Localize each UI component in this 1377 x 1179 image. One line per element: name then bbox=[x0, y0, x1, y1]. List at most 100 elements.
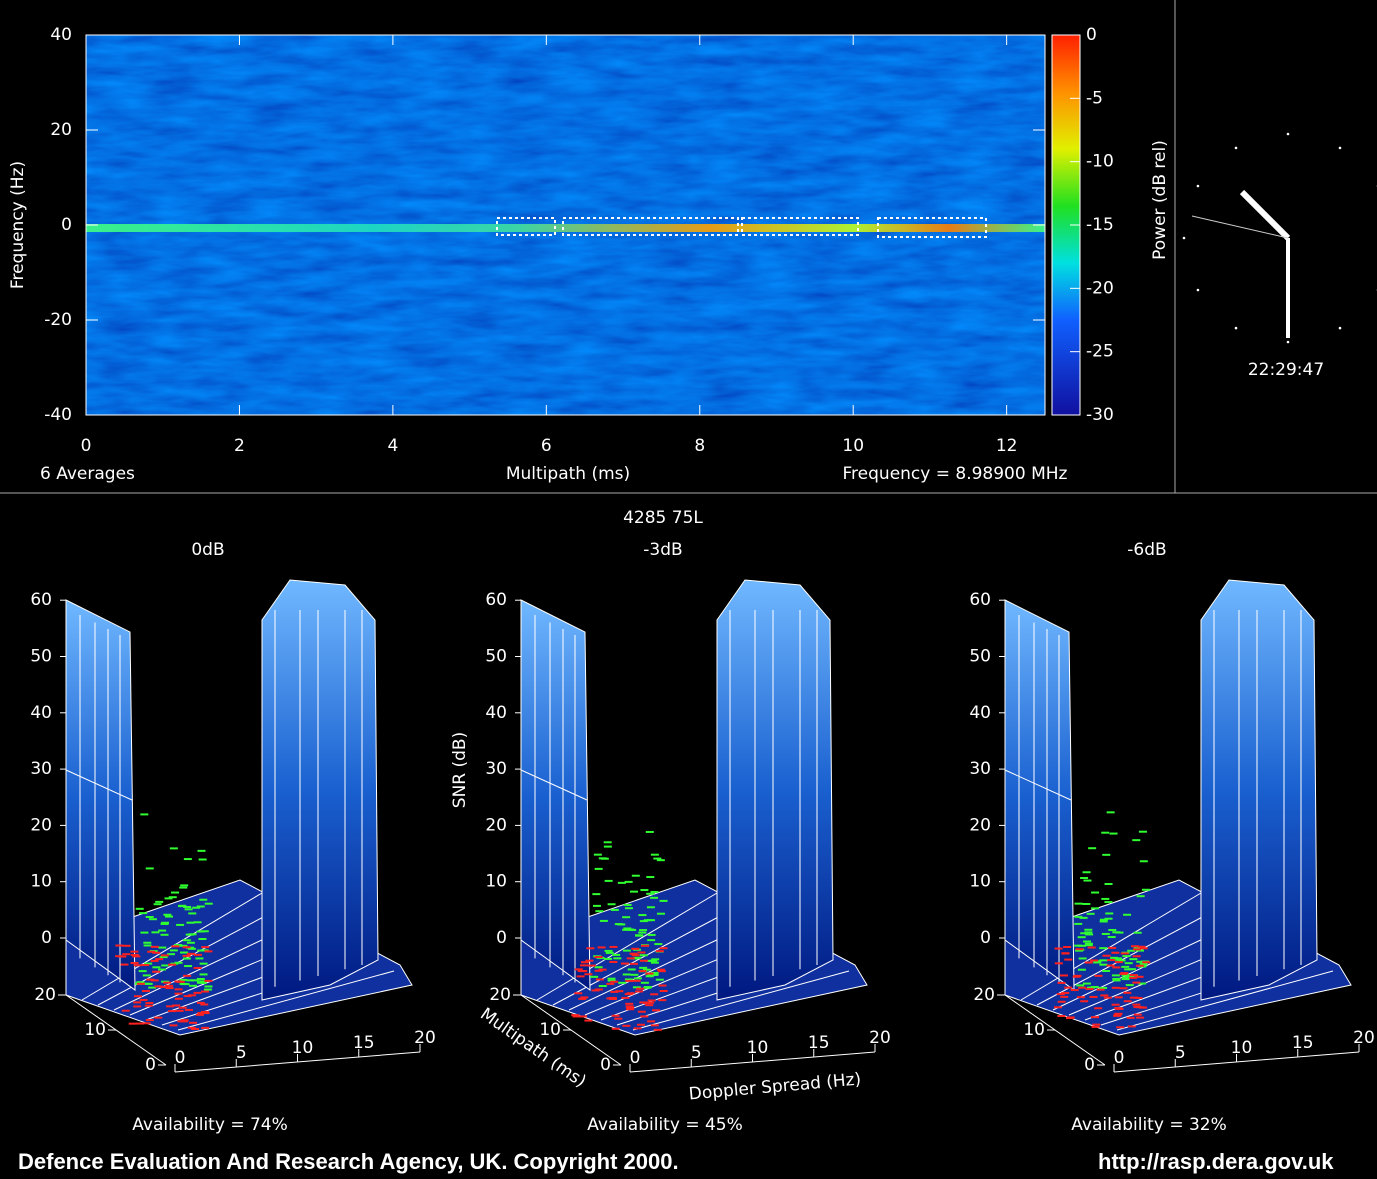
z-tick-label: 60 bbox=[485, 590, 507, 610]
clock-dot bbox=[1286, 340, 1290, 344]
detection-box bbox=[496, 217, 556, 236]
z-tick-label: 0 bbox=[496, 928, 507, 948]
x-tick-label: 4 bbox=[387, 436, 398, 456]
z-tick-label: 0 bbox=[980, 928, 991, 948]
colorbar-label: Power (dB rel) bbox=[1150, 140, 1170, 260]
second-hand bbox=[1191, 215, 1289, 239]
multipath-tick-label: 20 bbox=[973, 985, 995, 1005]
z-tick-label: 20 bbox=[30, 815, 52, 835]
right-tower bbox=[1200, 579, 1318, 1001]
clock-dot bbox=[1338, 146, 1342, 150]
z-tick-label: 0 bbox=[41, 928, 52, 948]
z-tick-label: 40 bbox=[969, 703, 991, 723]
surfaces-title: 4285 75L bbox=[623, 508, 703, 528]
detection-box bbox=[877, 217, 987, 238]
z-tick-label: 30 bbox=[30, 759, 52, 779]
z-tick-label: 20 bbox=[969, 815, 991, 835]
clock-dot bbox=[1286, 132, 1290, 136]
doppler-tick-label: 20 bbox=[1353, 1028, 1375, 1048]
z-tick-label: 40 bbox=[30, 703, 52, 723]
x-tick-label: 8 bbox=[694, 436, 705, 456]
panel-title: -3dB bbox=[643, 540, 682, 560]
y-axis-label: Frequency (Hz) bbox=[8, 161, 28, 289]
colorbar-tick-label: -30 bbox=[1086, 405, 1114, 425]
clock-dot bbox=[1338, 326, 1342, 330]
z-tick-label: 10 bbox=[485, 872, 507, 892]
multipath-tick-label: 20 bbox=[489, 985, 511, 1005]
mesh-line bbox=[177, 970, 395, 1031]
right-tower bbox=[716, 579, 834, 1001]
right-tower bbox=[261, 579, 379, 1001]
left-wall bbox=[520, 599, 591, 991]
clock-dot bbox=[1196, 184, 1200, 188]
multipath-tick-label: 0 bbox=[600, 1055, 611, 1075]
x-tick-label: 0 bbox=[81, 436, 92, 456]
doppler-tick-label: 20 bbox=[414, 1028, 436, 1048]
signal-line bbox=[86, 224, 1045, 232]
colorbar-tick-label: 0 bbox=[1086, 25, 1097, 45]
x-axis-label: Multipath (ms) bbox=[506, 464, 630, 484]
clock-dot bbox=[1196, 288, 1200, 292]
x-tick-label: 10 bbox=[842, 436, 864, 456]
clock-dot bbox=[1182, 236, 1186, 240]
z-tick-label: 60 bbox=[30, 590, 52, 610]
mesh-line bbox=[520, 769, 588, 801]
clock bbox=[1191, 189, 1291, 338]
panel-title: -6dB bbox=[1127, 540, 1166, 560]
y-tick-label: 40 bbox=[50, 25, 72, 45]
doppler-tick-label: 15 bbox=[353, 1033, 375, 1053]
z-tick-label: 10 bbox=[969, 872, 991, 892]
colorbar-tick-label: -15 bbox=[1086, 215, 1114, 235]
left-wall bbox=[65, 599, 136, 991]
colorbar-tick-label: -5 bbox=[1086, 88, 1103, 108]
doppler-tick-label: 0 bbox=[175, 1048, 186, 1068]
z-tick-label: 20 bbox=[485, 815, 507, 835]
footer-right: http://rasp.dera.gov.uk bbox=[1098, 1149, 1334, 1174]
doppler-tick-label: 20 bbox=[869, 1028, 891, 1048]
y-tick-label: -40 bbox=[44, 405, 72, 425]
x-tick-label: 6 bbox=[541, 436, 552, 456]
colorbar-tick-label: -10 bbox=[1086, 152, 1114, 172]
multipath-tick-label: 0 bbox=[1084, 1055, 1095, 1075]
y-tick-label: 0 bbox=[61, 215, 72, 235]
mesh-line bbox=[1020, 892, 1202, 1001]
z-tick-label: 50 bbox=[30, 647, 52, 667]
doppler-tick-label: 10 bbox=[747, 1038, 769, 1058]
availability: Availability = 32% bbox=[1071, 1115, 1227, 1135]
z-tick-label: 50 bbox=[485, 647, 507, 667]
availability: Availability = 74% bbox=[132, 1115, 288, 1135]
mesh-line bbox=[65, 769, 133, 801]
doppler-tick-label: 10 bbox=[292, 1038, 314, 1058]
x-tick-label: 12 bbox=[996, 436, 1018, 456]
doppler-tick-label: 10 bbox=[1231, 1038, 1253, 1058]
averages: 6 Averages bbox=[40, 464, 135, 484]
doppler-tick-label: 15 bbox=[1292, 1033, 1314, 1053]
doppler-tick-label: 0 bbox=[1114, 1048, 1125, 1068]
detections bbox=[496, 217, 987, 238]
doppler-tick-label: 15 bbox=[808, 1033, 830, 1053]
z-tick-label: 30 bbox=[969, 759, 991, 779]
mesh-line bbox=[632, 970, 850, 1031]
doppler-tick-label: 5 bbox=[236, 1043, 247, 1063]
multipath-tick-label: 20 bbox=[34, 985, 56, 1005]
left-wall bbox=[1004, 599, 1075, 991]
mesh-line bbox=[536, 892, 718, 1001]
frequency: Frequency = 8.98900 MHz bbox=[843, 464, 1068, 484]
doppler-tick-label: 5 bbox=[691, 1043, 702, 1063]
x-tick-label: 2 bbox=[234, 436, 245, 456]
footer-left: Defence Evaluation And Research Agency, … bbox=[18, 1149, 679, 1174]
multipath-tick-label: 0 bbox=[145, 1055, 156, 1075]
hour-hand bbox=[1239, 189, 1291, 241]
y-tick-label: -20 bbox=[44, 310, 72, 330]
multipath-tick-label: 10 bbox=[1023, 1020, 1045, 1040]
z-tick-label: 50 bbox=[969, 647, 991, 667]
colorbar-tick-label: -25 bbox=[1086, 342, 1114, 362]
clock-dot bbox=[1234, 146, 1238, 150]
doppler-tick-label: 0 bbox=[630, 1048, 641, 1068]
doppler-tick-label: 5 bbox=[1175, 1043, 1186, 1063]
clock-time: 22:29:47 bbox=[1248, 360, 1324, 380]
colorbar-tick-label: -20 bbox=[1086, 278, 1114, 298]
z-tick-label: 40 bbox=[485, 703, 507, 723]
